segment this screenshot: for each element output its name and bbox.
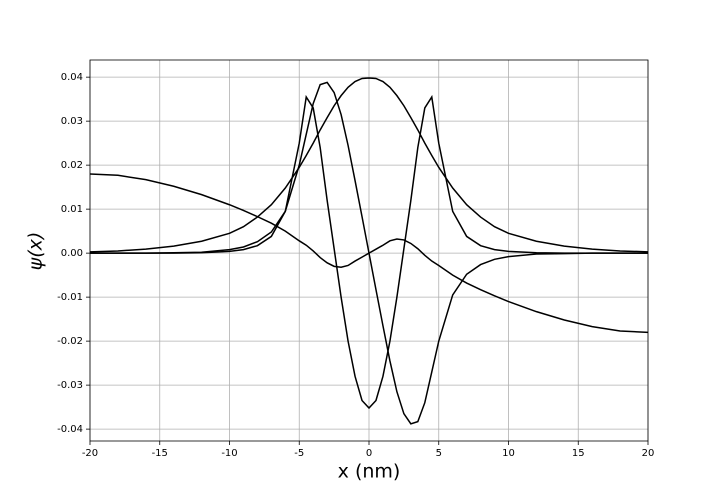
curve xyxy=(90,94,648,410)
x-tick-label: 15 xyxy=(572,448,585,459)
x-tick-label: 10 xyxy=(502,448,515,459)
y-tick-label: 0.01 xyxy=(61,204,83,215)
y-tick-label: 0.04 xyxy=(61,72,83,83)
x-tick-label: -10 xyxy=(221,448,237,459)
y-tick-label: 0.02 xyxy=(61,160,83,171)
y-axis-label: ψ(x) xyxy=(25,232,47,271)
curve xyxy=(89,77,649,253)
x-tick-label: -5 xyxy=(294,448,304,459)
curve xyxy=(89,173,649,334)
y-tick-label: 0.03 xyxy=(61,116,83,127)
y-tick-label: -0.01 xyxy=(57,292,83,303)
y-tick-label: -0.03 xyxy=(57,380,83,391)
x-axis-label: x (nm) xyxy=(338,461,401,483)
y-tick-label: -0.04 xyxy=(57,424,83,435)
y-tick-label: 0.00 xyxy=(61,248,83,259)
y-tick-label: -0.02 xyxy=(57,336,83,347)
x-tick-label: -15 xyxy=(152,448,168,459)
x-tick-label: 0 xyxy=(366,448,372,459)
plot-frame xyxy=(89,59,649,442)
x-tick-label: 20 xyxy=(642,448,655,459)
x-tick-label: -20 xyxy=(82,448,98,459)
x-tick-label: 5 xyxy=(436,448,442,459)
